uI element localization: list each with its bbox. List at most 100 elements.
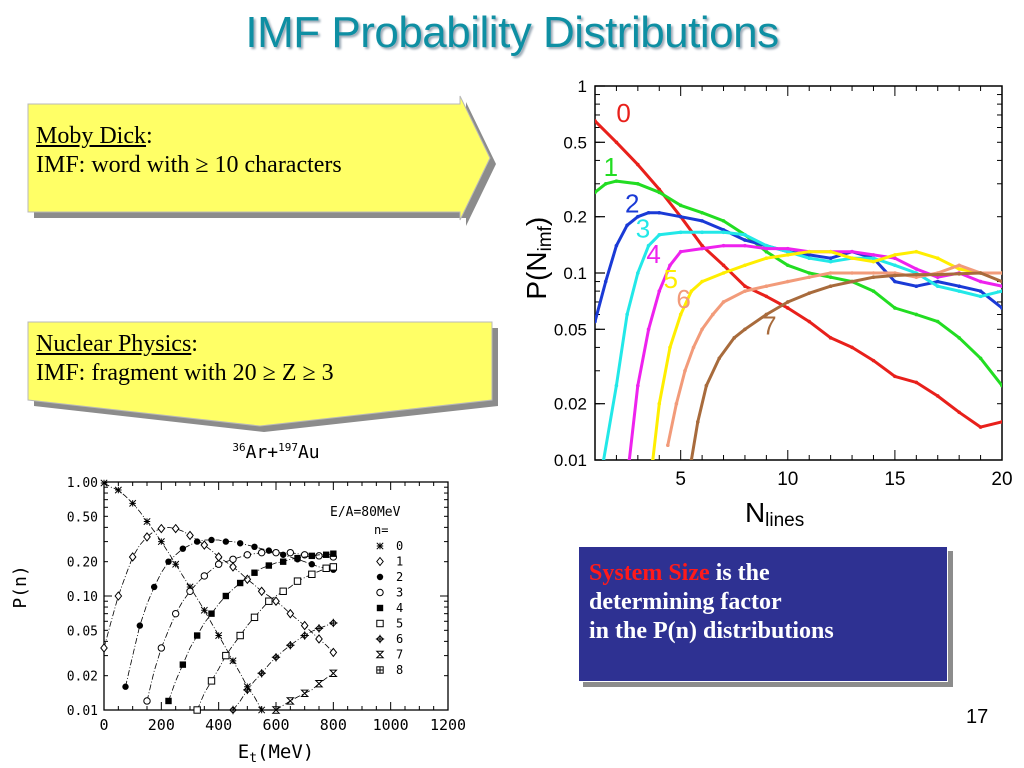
series-point-3 [871, 256, 876, 260]
series-point-6 [666, 443, 670, 447]
series-point-4 [743, 243, 747, 248]
series-point-7 [1000, 279, 1002, 284]
legend-marker-8 [376, 666, 384, 674]
x-tick-label: 0 [99, 716, 108, 734]
series-point-4 [764, 246, 769, 251]
chart-title-part1: Ar+ [246, 442, 279, 463]
series-point-7 [704, 383, 709, 388]
series-point-5 [743, 263, 747, 268]
series-point-4 [193, 632, 201, 639]
series-point-0 [850, 345, 854, 350]
series-point-1 [300, 620, 309, 631]
y-tick-label: 0.01 [554, 451, 587, 470]
series-point-3 [186, 587, 194, 595]
series-point-0 [636, 162, 640, 167]
series-point-1 [315, 634, 323, 644]
series-point-7 [978, 271, 983, 275]
series-point-6 [743, 289, 747, 293]
series-point-1 [603, 181, 608, 186]
y-tick-label: 0.02 [554, 395, 587, 414]
series-point-5 [293, 577, 302, 585]
series-point-5 [279, 587, 287, 595]
series-point-6 [228, 705, 238, 715]
nuclear-physics-callout: Nuclear Physics: IMF: fragment with 20 ≥… [27, 321, 498, 432]
series-point-7 [689, 458, 694, 460]
conclusion-line3: in the P(n) distributions [589, 618, 834, 644]
series-point-2 [179, 545, 187, 552]
series-point-5 [807, 249, 812, 254]
series-point-0 [700, 243, 704, 248]
x-tick-label: 200 [148, 716, 175, 734]
series-point-5 [668, 345, 672, 350]
series-point-1 [764, 249, 769, 254]
series-point-3 [957, 289, 961, 293]
series-point-3 [200, 572, 209, 580]
series-point-5 [329, 563, 338, 571]
series-point-0 [807, 319, 812, 324]
series-point-4 [208, 610, 215, 617]
series-line-0 [103, 482, 263, 711]
x-axis-label: Nlines [745, 497, 804, 530]
series-point-3 [229, 555, 237, 563]
series-point-4 [871, 253, 876, 257]
series-point-1 [1000, 383, 1002, 388]
series-point-3 [614, 383, 619, 388]
series-point-7 [935, 272, 940, 277]
page-number: 17 [966, 706, 989, 728]
series-point-7 [328, 669, 338, 677]
series-point-4 [265, 562, 273, 569]
legend-marker-0 [376, 542, 384, 550]
series-point-4 [935, 275, 940, 279]
series-line-4 [627, 244, 1002, 460]
series-point-5 [721, 271, 726, 275]
series-point-1 [914, 312, 919, 317]
legend-marker-3 [376, 588, 384, 597]
series-point-7 [871, 275, 876, 279]
series-label-1: 1 [604, 152, 618, 182]
series-point-5 [764, 256, 769, 260]
series-point-1 [114, 591, 123, 601]
series-point-0 [258, 706, 266, 714]
series-point-6 [871, 271, 876, 275]
series-point-0 [828, 336, 833, 340]
series-point-6 [807, 275, 812, 279]
series-point-0 [957, 410, 961, 415]
series-point-4 [721, 243, 726, 248]
series-point-3 [243, 551, 252, 559]
series-point-5 [871, 259, 876, 264]
series-point-1 [657, 190, 662, 195]
series-point-2 [193, 538, 201, 545]
series-point-0 [657, 187, 662, 192]
series-line-6 [666, 263, 1002, 446]
series-point-0 [157, 538, 165, 546]
series-point-7 [957, 272, 961, 276]
series-point-1 [978, 356, 983, 361]
series-point-1 [807, 271, 812, 275]
moby-dick-colon: : [146, 123, 153, 149]
series-point-3 [601, 458, 606, 460]
slide-title: IMF Probability Distributions [245, 8, 779, 57]
series-point-2 [700, 219, 704, 223]
system-size-highlight: System Size [589, 560, 710, 586]
series-point-2 [236, 540, 244, 547]
series-point-4 [330, 550, 337, 557]
series-point-6 [914, 275, 919, 279]
series-point-2 [595, 319, 597, 324]
series-point-1 [229, 562, 237, 572]
chart-annotation: E/A=80MeV [330, 505, 401, 520]
series-label-2: 2 [625, 189, 639, 219]
series-line-6 [232, 622, 334, 711]
series-point-7 [271, 706, 281, 714]
series-point-4 [678, 249, 683, 254]
series-point-3 [214, 560, 223, 568]
series-point-0 [215, 631, 223, 640]
series-point-3 [657, 233, 662, 237]
series-point-7 [914, 272, 919, 277]
series-point-1 [785, 263, 790, 268]
series-point-4 [294, 554, 301, 562]
series-point-2 [136, 622, 144, 629]
series-point-5 [236, 631, 244, 640]
legend-label-0: 0 [396, 539, 403, 553]
series-point-5 [193, 706, 201, 714]
x-tick-label: 400 [205, 716, 232, 734]
